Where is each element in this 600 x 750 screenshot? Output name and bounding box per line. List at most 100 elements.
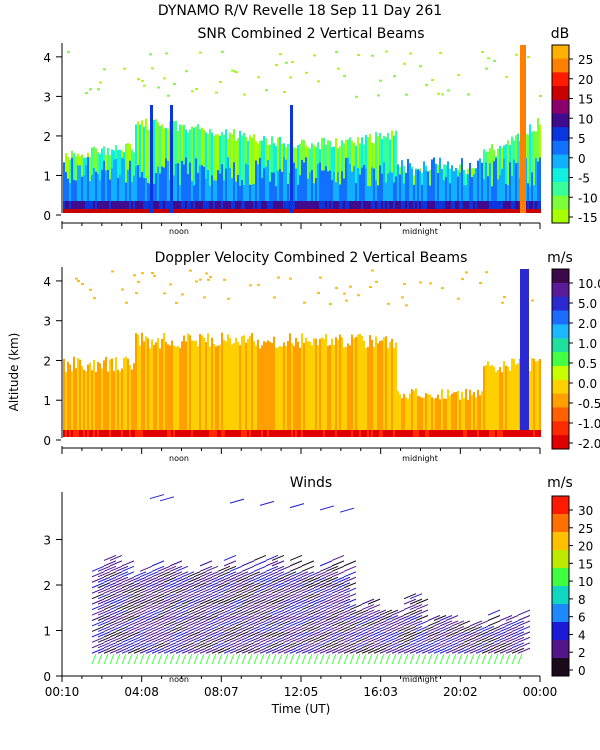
snr-cell (71, 201, 73, 211)
wind-barb (373, 609, 387, 616)
snr-cell (217, 209, 219, 213)
wind-barb (115, 576, 129, 583)
wind-barb (295, 582, 309, 589)
doppler-cell (469, 389, 471, 432)
snr-cell (441, 93, 444, 96)
wind-barb (235, 642, 249, 649)
wind-barb (397, 631, 411, 638)
colorbar-label: 20 (578, 73, 593, 87)
colorbar-swatch (552, 324, 569, 339)
snr-cell (335, 209, 337, 213)
snr-cell (123, 158, 125, 207)
doppler-cell (477, 389, 479, 432)
wind-barb-low (121, 653, 127, 665)
wind-barb (151, 615, 165, 621)
colorbar-swatch (552, 86, 569, 101)
colorbar-label: 0.5 (578, 357, 597, 371)
doppler-cell (111, 270, 114, 273)
wind-barb-low (361, 653, 367, 665)
snr-cell (357, 201, 359, 211)
snr-cell (153, 119, 155, 195)
snr-cell (155, 119, 157, 195)
wind-barb (199, 620, 213, 627)
snr-cell (227, 201, 229, 211)
doppler-cell (339, 430, 341, 437)
snr-cell (125, 209, 127, 213)
wind-barb (181, 587, 195, 594)
snr-cell (163, 167, 165, 207)
snr-cell (119, 174, 121, 207)
snr-cell (97, 209, 99, 213)
wind-barb (121, 620, 135, 627)
wind-barb (205, 604, 219, 611)
wind-barb (331, 582, 345, 589)
doppler-cell (153, 274, 156, 277)
snr-cell (125, 143, 127, 195)
wind-barb (259, 631, 273, 638)
doppler-cell (209, 346, 211, 432)
snr-cell (461, 209, 463, 213)
y-tick-label: 2 (43, 354, 51, 368)
snr-cell (363, 201, 365, 211)
doppler-cell (343, 292, 346, 295)
snr-cell (225, 201, 227, 211)
snr-cell (281, 143, 283, 195)
doppler-cell (259, 348, 261, 432)
wind-barb-low (235, 653, 241, 665)
wind-barb-low (103, 653, 109, 665)
doppler-cell (313, 430, 315, 437)
doppler-cell (147, 338, 149, 432)
wind-barb (103, 593, 117, 600)
doppler-cell (109, 430, 111, 437)
wind-barb (499, 642, 513, 649)
snr-cell (111, 167, 113, 207)
snr-cell (507, 185, 509, 207)
doppler-cell (517, 363, 519, 432)
snr-cell (255, 209, 257, 213)
doppler-cell (479, 395, 481, 432)
doppler-cell (151, 430, 153, 437)
snr-cell (495, 158, 497, 207)
snr-cell (371, 54, 374, 57)
wind-barb (481, 625, 495, 632)
snr-cell (407, 201, 409, 211)
wind-barb (181, 625, 195, 632)
snr-cell (453, 171, 455, 207)
snr-cell (311, 201, 313, 211)
doppler-cell (145, 336, 147, 432)
snr-cell (487, 151, 489, 195)
wind-barb (229, 636, 243, 643)
doppler-cell (373, 430, 375, 437)
doppler-cell (527, 430, 529, 437)
wind-barb-low (97, 653, 103, 665)
snr-cell (389, 209, 391, 213)
snr-cell (69, 183, 71, 207)
wind-barb (211, 642, 225, 649)
wind-barb (91, 647, 105, 654)
x-tick-label: 12:05 (284, 685, 319, 699)
snr-cell (435, 163, 437, 207)
snr-cell (479, 201, 481, 211)
wind-barb (325, 636, 339, 643)
wind-barb (223, 604, 237, 611)
snr-cell (145, 118, 147, 195)
doppler-cell (367, 430, 369, 437)
doppler-cell (307, 341, 309, 432)
wind-barb (253, 571, 267, 578)
snr-cell (219, 209, 221, 213)
snr-cell (137, 201, 139, 211)
wind-barb (301, 625, 315, 632)
snr-cell (425, 83, 428, 86)
snr-cell (233, 70, 236, 73)
wind-barb (289, 609, 303, 616)
snr-cell (427, 201, 429, 211)
snr-cell (339, 201, 341, 211)
wind-barb (253, 642, 267, 649)
doppler-cell (137, 280, 140, 283)
wind-barb (337, 593, 351, 600)
snr-cell (71, 209, 73, 213)
snr-cell (213, 201, 215, 211)
doppler-cell (317, 430, 319, 437)
snr-cell (223, 134, 225, 195)
doppler-cell (419, 430, 421, 437)
